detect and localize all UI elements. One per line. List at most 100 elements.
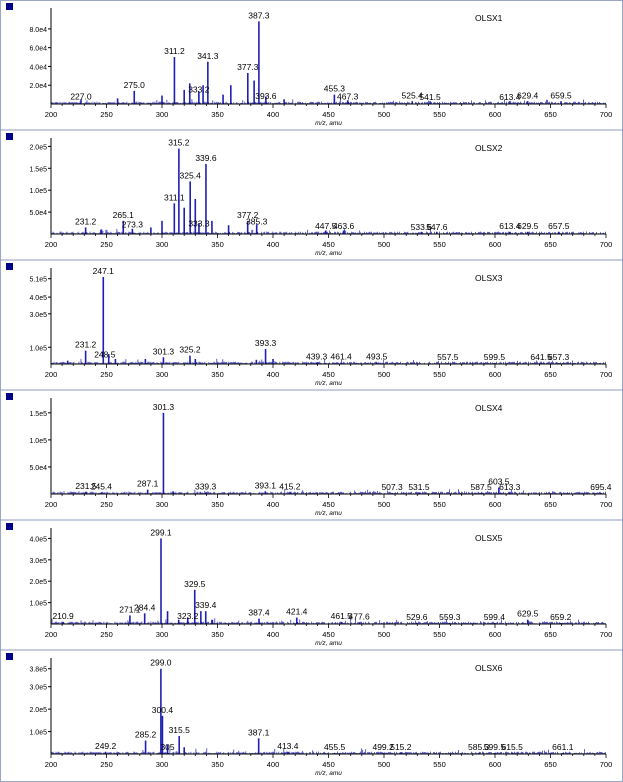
y-tick-label: 3.0e5 bbox=[29, 685, 47, 692]
x-axis-label: m/z, amu bbox=[315, 250, 342, 257]
peak-label: 323.2 bbox=[177, 611, 199, 621]
panel-marker-icon bbox=[6, 263, 13, 270]
x-tick-label: 600 bbox=[489, 760, 502, 769]
peak-label: 265.1 bbox=[113, 210, 135, 220]
peak-label: 599.5 bbox=[484, 742, 506, 752]
peak-label: 245.4 bbox=[91, 481, 113, 491]
x-tick-label: 500 bbox=[378, 110, 391, 119]
x-axis-label: m/z, amu bbox=[315, 640, 342, 647]
peak-label: 285.2 bbox=[135, 730, 157, 740]
x-tick-label: 450 bbox=[322, 370, 335, 379]
peak-label: 231.2 bbox=[75, 216, 97, 226]
peak-label: 393.1 bbox=[255, 480, 277, 490]
x-tick-label: 300 bbox=[156, 630, 169, 639]
spectrum-panel-2: OLSX2 5.0e4 1.0e5 1.5e5 2.0e5 200 250 300 350 400… bbox=[6, 133, 612, 257]
x-tick-label: 550 bbox=[433, 110, 446, 119]
x-tick-label: 650 bbox=[544, 370, 557, 379]
panel-marker-icon bbox=[6, 133, 13, 140]
peak-label: 301.3 bbox=[153, 346, 175, 356]
panel-title: OLSX6 bbox=[475, 663, 503, 673]
y-tick-label: 1.5e5 bbox=[29, 166, 47, 173]
y-tick-label: 2.0e5 bbox=[29, 707, 47, 714]
x-tick-label: 700 bbox=[600, 240, 613, 249]
peak-label: 613.4 bbox=[499, 221, 521, 231]
x-tick-label: 550 bbox=[433, 630, 446, 639]
y-tick-label: 3.0e5 bbox=[29, 312, 47, 319]
peak-label: 299.0 bbox=[150, 658, 172, 668]
peak-label: 393.6 bbox=[255, 91, 277, 101]
peak-label: 333.2 bbox=[188, 85, 210, 95]
y-tick-label: 5.0e4 bbox=[29, 210, 47, 217]
peak-label: 393.3 bbox=[255, 338, 277, 348]
peak-label: 311.2 bbox=[164, 46, 185, 56]
x-tick-label: 250 bbox=[100, 500, 113, 509]
spectrum-panel-6: OLSX6 1.0e5 2.0e5 3.0e5 3.8e5 200 250 300 350 400… bbox=[6, 653, 612, 777]
x-tick-label: 200 bbox=[45, 370, 58, 379]
noise-trace bbox=[50, 618, 606, 624]
x-tick-label: 450 bbox=[322, 500, 335, 509]
peak-label: 507.3 bbox=[381, 482, 403, 492]
y-tick-label: 6.0e4 bbox=[29, 46, 47, 53]
y-tick-label: 1.5e5 bbox=[29, 411, 47, 418]
panel-marker-icon bbox=[6, 393, 13, 400]
spectrum-panel-1: OLSX1 2.0e4 4.0e4 6.0e4 8.0e4 200 250 300 350 400… bbox=[6, 3, 612, 127]
x-tick-label: 300 bbox=[156, 760, 169, 769]
x-tick-label: 500 bbox=[378, 500, 391, 509]
y-tick-label: 1.0e5 bbox=[29, 438, 47, 445]
peak-label: 657.5 bbox=[548, 221, 570, 231]
peak-label: 315.5 bbox=[169, 725, 191, 735]
peak-label: 603.5 bbox=[488, 477, 510, 487]
panel-title: OLSX2 bbox=[475, 143, 503, 153]
x-tick-label: 200 bbox=[45, 760, 58, 769]
peak-label: 629.4 bbox=[517, 91, 539, 101]
peak-label: 247.1 bbox=[93, 266, 115, 276]
peak-label: 210.9 bbox=[52, 611, 74, 621]
x-tick-label: 500 bbox=[378, 370, 391, 379]
x-tick-label: 350 bbox=[211, 110, 224, 119]
x-tick-label: 600 bbox=[489, 500, 502, 509]
y-tick-label: 5.0e4 bbox=[29, 465, 47, 472]
noise-trace bbox=[50, 489, 606, 494]
x-tick-label: 400 bbox=[267, 500, 280, 509]
peak-label: 467.3 bbox=[337, 92, 359, 102]
peak-label: 599.5 bbox=[484, 352, 506, 362]
x-tick-label: 200 bbox=[45, 110, 58, 119]
x-tick-label: 350 bbox=[211, 500, 224, 509]
x-tick-label: 550 bbox=[433, 500, 446, 509]
x-tick-label: 550 bbox=[433, 760, 446, 769]
peak-label: 299.1 bbox=[150, 527, 172, 537]
peak-label: 599.4 bbox=[484, 612, 506, 622]
peak-label: 529.6 bbox=[406, 612, 428, 622]
x-tick-label: 550 bbox=[433, 240, 446, 249]
x-tick-label: 250 bbox=[100, 370, 113, 379]
x-tick-label: 500 bbox=[378, 630, 391, 639]
peak-label: 333.3 bbox=[188, 219, 210, 229]
peak-label: 493.5 bbox=[366, 352, 388, 362]
peak-label: 385.3 bbox=[246, 216, 268, 226]
panel-title: OLSX1 bbox=[475, 13, 503, 23]
x-tick-label: 600 bbox=[489, 630, 502, 639]
x-tick-label: 650 bbox=[544, 630, 557, 639]
peak-label: 657.3 bbox=[548, 352, 570, 362]
x-tick-label: 550 bbox=[433, 370, 446, 379]
x-tick-label: 500 bbox=[378, 240, 391, 249]
x-tick-label: 450 bbox=[322, 630, 335, 639]
peak-label: 559.3 bbox=[439, 612, 461, 622]
peak-label: 387.1 bbox=[248, 727, 270, 737]
peak-label: 305 bbox=[160, 742, 174, 752]
peak-label: 463.6 bbox=[333, 221, 355, 231]
peak-label: 325.2 bbox=[179, 345, 201, 355]
x-tick-label: 650 bbox=[544, 760, 557, 769]
peak-label: 273.3 bbox=[122, 219, 144, 229]
x-tick-label: 250 bbox=[100, 240, 113, 249]
peak-label: 499.2 bbox=[372, 742, 394, 752]
x-tick-label: 700 bbox=[600, 630, 613, 639]
peak-label: 557.5 bbox=[437, 352, 459, 362]
panel-title: OLSX3 bbox=[475, 273, 503, 283]
peak-label: 455.5 bbox=[324, 742, 346, 752]
peak-label: 585.3 bbox=[468, 742, 490, 752]
x-axis-label: m/z, amu bbox=[315, 380, 342, 387]
x-tick-label: 700 bbox=[600, 760, 613, 769]
panel-marker-icon bbox=[6, 653, 13, 660]
peak-label: 587.5 bbox=[470, 482, 492, 492]
